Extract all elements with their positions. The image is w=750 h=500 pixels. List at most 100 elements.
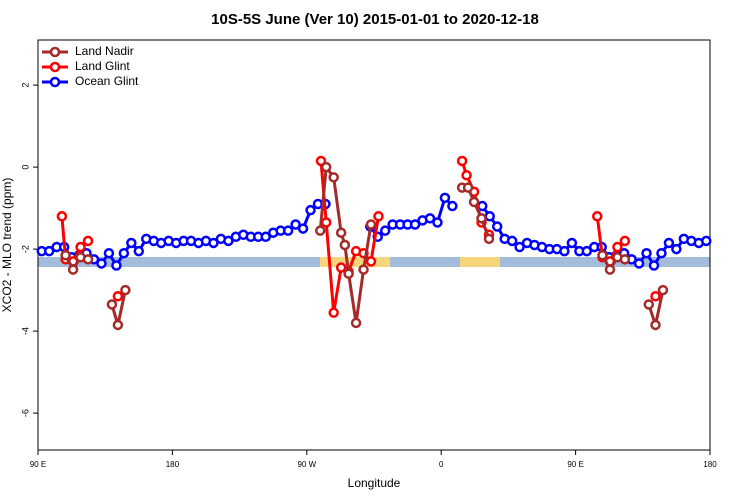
point [484,211,495,222]
point [462,182,474,193]
point [643,299,655,310]
point [483,233,495,245]
series [60,161,669,331]
y-tick-label: -6 [20,409,30,417]
point [648,260,660,271]
point [656,247,667,259]
point [559,245,570,257]
y-tick-label: 2 [20,83,30,88]
legend-marker [49,76,61,88]
point [335,227,347,238]
point [67,264,79,275]
point [208,237,219,249]
point [701,235,712,247]
point [592,211,603,222]
point [320,161,332,173]
point [663,237,675,249]
x-axis-label: Longitude [348,476,401,490]
point [447,200,458,212]
point [657,284,669,296]
point [305,204,316,216]
point [315,155,327,167]
point [111,260,122,271]
point [282,225,294,236]
point [491,221,503,232]
point [373,211,384,222]
point [581,245,593,257]
point [439,192,451,204]
legend-marker [49,46,61,58]
y-tick-label: 0 [20,165,30,170]
point [424,213,436,224]
point [468,196,480,208]
point [126,237,137,249]
point [82,235,94,247]
land-band [320,257,390,267]
point [82,254,94,265]
point [432,217,443,228]
land-band [460,257,500,267]
point [633,258,645,269]
point [604,264,616,275]
point [365,219,377,230]
point [343,268,354,279]
x-tick-label: 180 [703,460,717,469]
point [650,319,661,331]
point [671,243,682,255]
point [112,319,124,331]
point [358,264,369,275]
point [328,307,339,318]
point [290,219,301,230]
point [514,241,525,253]
point [106,299,118,310]
x-tick-label: 180 [166,460,180,469]
point [96,258,107,269]
point [56,211,68,222]
legend-label: Ocean Glint [75,74,139,88]
y-tick-label: -4 [20,327,30,335]
point [379,225,391,236]
point [566,237,578,249]
point [43,245,55,257]
point [118,247,130,259]
point [223,235,234,247]
x-tick-label: 90 E [567,460,583,469]
point [409,219,421,230]
point [297,223,309,234]
point [112,291,124,302]
point [461,170,472,181]
point [612,241,623,253]
point [506,235,518,247]
point [619,254,631,265]
point [619,235,631,247]
point [339,239,351,251]
point [350,317,362,329]
point [260,231,271,243]
point [328,172,339,183]
point [476,213,487,224]
point [120,284,131,296]
x-tick-label: 90 E [30,460,46,469]
point [650,291,661,302]
point [597,250,608,261]
point [320,217,332,228]
point [641,247,652,259]
legend-marker [49,61,61,73]
x-tick-label: 0 [439,460,444,469]
point [314,225,326,236]
plot-frame [37,39,711,451]
x-tick-label: 90 W [297,460,316,469]
point [103,247,115,259]
y-axis-label: XCO2 - MLO trend (ppm) [0,178,14,313]
point [133,245,145,257]
y-tick-label: -2 [20,245,30,253]
legend-label: Land Nadir [75,44,134,58]
point [335,262,347,273]
point [456,155,468,167]
point [365,256,377,267]
point [75,241,86,253]
point [60,250,71,261]
legend-label: Land Glint [75,59,130,73]
chart-title: 10S-5S June (Ver 10) 2015-01-01 to 2020-… [211,11,539,28]
